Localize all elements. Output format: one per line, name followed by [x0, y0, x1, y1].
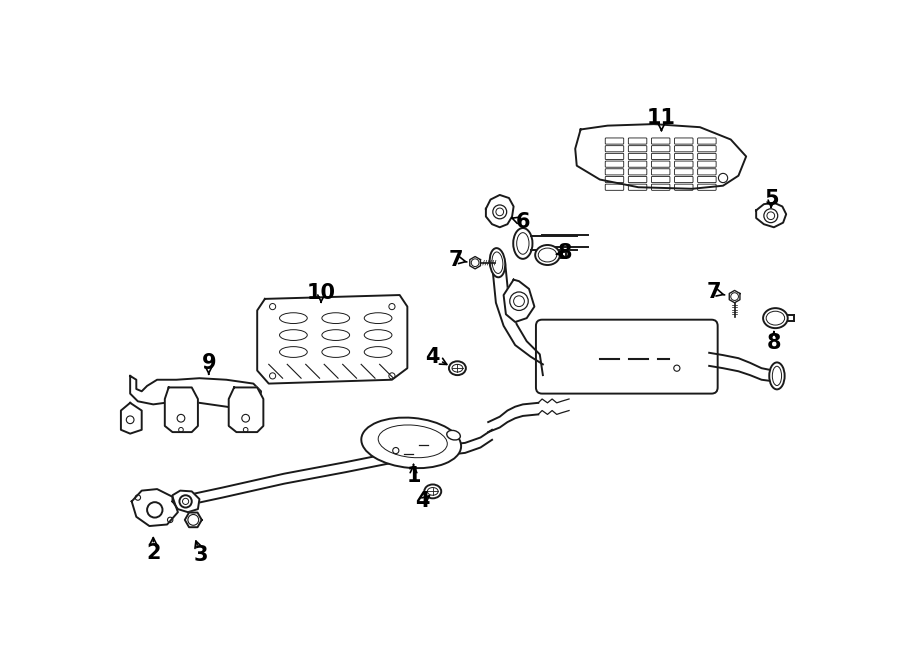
- Ellipse shape: [513, 228, 533, 259]
- Ellipse shape: [446, 430, 460, 440]
- Polygon shape: [165, 387, 198, 432]
- Text: 4: 4: [426, 347, 440, 367]
- Text: 2: 2: [146, 543, 160, 563]
- Ellipse shape: [770, 362, 785, 389]
- Polygon shape: [575, 124, 746, 189]
- Text: 8: 8: [767, 333, 781, 353]
- Polygon shape: [756, 203, 787, 227]
- Text: 3: 3: [194, 545, 208, 565]
- Ellipse shape: [424, 485, 441, 498]
- Polygon shape: [486, 195, 514, 227]
- Text: 5: 5: [764, 189, 778, 209]
- Ellipse shape: [536, 245, 560, 265]
- Ellipse shape: [763, 308, 788, 328]
- Text: 7: 7: [448, 250, 464, 269]
- Ellipse shape: [361, 418, 461, 468]
- Polygon shape: [729, 291, 740, 303]
- Text: 9: 9: [202, 353, 216, 373]
- Ellipse shape: [449, 361, 466, 375]
- Polygon shape: [184, 512, 202, 527]
- Polygon shape: [131, 489, 178, 526]
- FancyBboxPatch shape: [536, 320, 717, 394]
- Ellipse shape: [490, 248, 505, 277]
- Polygon shape: [257, 295, 408, 383]
- Polygon shape: [130, 376, 261, 410]
- Polygon shape: [229, 387, 264, 432]
- Text: 6: 6: [516, 212, 530, 232]
- Polygon shape: [504, 279, 535, 322]
- Text: 10: 10: [307, 283, 336, 303]
- Polygon shape: [121, 403, 141, 434]
- Text: 7: 7: [706, 282, 721, 302]
- Text: 8: 8: [558, 243, 572, 263]
- Text: 1: 1: [406, 466, 421, 486]
- Polygon shape: [470, 257, 481, 269]
- Text: 4: 4: [416, 491, 430, 512]
- Text: 11: 11: [647, 108, 676, 128]
- Polygon shape: [173, 491, 200, 512]
